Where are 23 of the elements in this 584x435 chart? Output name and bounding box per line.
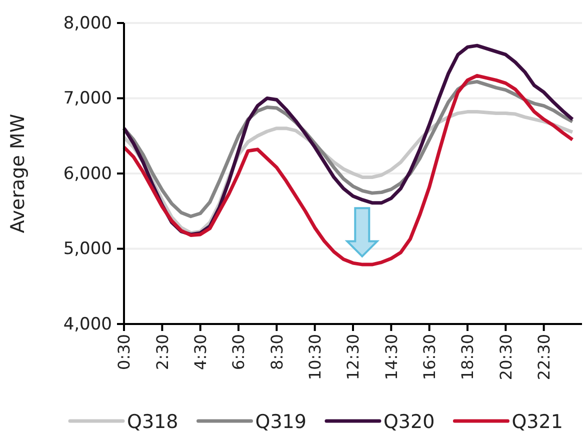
y-tick-label: 6,000 bbox=[63, 164, 112, 184]
legend-label: Q320 bbox=[383, 411, 435, 433]
x-tick-label: 22:30 bbox=[534, 334, 554, 380]
x-tick-label: 10:30 bbox=[305, 334, 324, 380]
x-tick-label: 4:30 bbox=[190, 334, 210, 370]
y-tick-label: 8,000 bbox=[63, 13, 112, 34]
x-tick-label: 6:30 bbox=[229, 334, 248, 370]
y-tick-label: 4,000 bbox=[63, 314, 112, 334]
y-axis-title: Average MW bbox=[7, 114, 29, 234]
x-tick-label: 20:30 bbox=[496, 334, 516, 380]
x-tick-label: 8:30 bbox=[267, 334, 286, 370]
y-tick-label: 7,000 bbox=[63, 88, 112, 109]
x-tick-label: 14:30 bbox=[382, 334, 401, 380]
x-tick-label: 18:30 bbox=[458, 334, 478, 380]
legend-label: Q319 bbox=[255, 411, 306, 433]
y-tick-label: 5,000 bbox=[63, 239, 112, 260]
x-tick-label: 16:30 bbox=[420, 334, 439, 380]
x-tick-label: 0:30 bbox=[114, 334, 134, 370]
x-tick-label: 12:30 bbox=[344, 334, 363, 380]
x-tick-label: 2:30 bbox=[152, 334, 172, 370]
line-series bbox=[122, 74, 574, 266]
legend-label: Q318 bbox=[127, 411, 178, 433]
legend-label: Q321 bbox=[512, 411, 563, 433]
